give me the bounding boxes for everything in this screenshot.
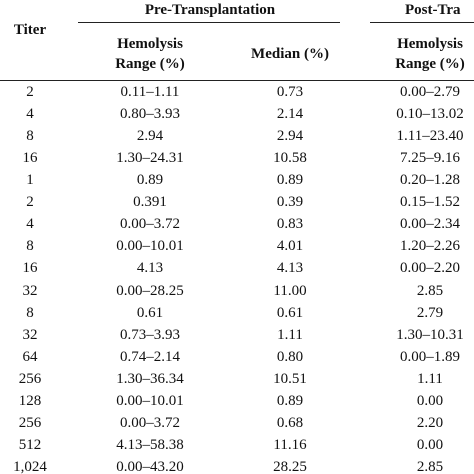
- value-cell: 1.11: [417, 370, 443, 387]
- value-cell: 1.30–36.34: [116, 370, 184, 387]
- value-cell: 2.14: [276, 106, 304, 123]
- value-cell: 0.89: [136, 172, 164, 189]
- column-header: Hemolysis Range (%): [395, 36, 465, 72]
- value-cell: 0.15–1.52: [400, 194, 460, 211]
- value-cell: 0.73–3.93: [120, 326, 180, 343]
- value-cell: 0.80–3.93: [120, 106, 180, 123]
- titer-cell: 2: [26, 194, 34, 211]
- value-cell: 0.00–10.01: [116, 392, 184, 409]
- value-cell: 0.00: [416, 436, 444, 453]
- value-cell: 0.61: [136, 304, 164, 321]
- value-cell: 2.85: [416, 459, 444, 474]
- value-cell: 4.13: [136, 260, 164, 277]
- value-cell: 0.00–1.89: [400, 348, 460, 365]
- value-cell: 0.00–3.72: [120, 216, 180, 233]
- titer-cell: 16: [22, 260, 38, 277]
- value-cell: 4.01: [276, 238, 304, 255]
- value-cell: 0.00–10.01: [116, 238, 184, 255]
- value-cell: 0.00–28.25: [116, 282, 184, 299]
- value-cell: 0.80: [276, 348, 304, 365]
- value-cell: 2.94: [276, 128, 304, 145]
- titer-cell: 1,024: [13, 459, 47, 474]
- value-cell: 0.89: [276, 172, 304, 189]
- value-cell: 2.94: [136, 128, 164, 145]
- column-header: Hemolysis Range (%): [115, 36, 185, 72]
- value-cell: 0.39: [276, 194, 304, 211]
- titer-cell: 8: [26, 238, 34, 255]
- titer-cell: 64: [22, 348, 38, 365]
- value-cell: 0.74–2.14: [120, 348, 180, 365]
- group-rule: [78, 22, 340, 23]
- titer-cell: 4: [26, 106, 34, 123]
- value-cell: 10.58: [273, 150, 307, 167]
- value-cell: 7.25–9.16: [400, 150, 460, 167]
- header-rule: [0, 80, 474, 81]
- value-cell: 2.85: [416, 282, 444, 299]
- value-cell: 0.00–3.72: [120, 414, 180, 431]
- value-cell: 10.51: [273, 370, 307, 387]
- value-cell: 0.00–2.34: [400, 216, 460, 233]
- value-cell: 1.11–23.40: [396, 128, 464, 145]
- value-cell: 1.11: [277, 326, 303, 343]
- titer-cell: 8: [26, 304, 34, 321]
- titer-header: Titer: [13, 22, 47, 38]
- titer-cell: 1: [26, 172, 34, 189]
- value-cell: 0.391: [133, 194, 167, 211]
- value-cell: 2.79: [416, 304, 444, 321]
- value-cell: 0.20–1.28: [400, 172, 460, 189]
- column-header: Median (%): [251, 46, 329, 62]
- value-cell: 0.61: [276, 304, 304, 321]
- titer-cell: 256: [18, 370, 42, 387]
- value-cell: 0.73: [276, 84, 304, 100]
- value-cell: 1.30–24.31: [116, 150, 184, 167]
- value-cell: 0.89: [276, 392, 304, 409]
- value-cell: 28.25: [273, 459, 307, 474]
- value-cell: 0.00: [416, 392, 444, 409]
- titer-cell: 512: [18, 436, 42, 453]
- titer-cell: 2: [26, 84, 34, 100]
- value-cell: 0.10–13.02: [396, 106, 464, 123]
- value-cell: 1.20–2.26: [400, 238, 460, 255]
- titer-cell: 32: [22, 282, 38, 299]
- titer-cell: 128: [18, 392, 42, 409]
- value-cell: 0.00–2.79: [400, 84, 460, 100]
- titer-cell: 32: [22, 326, 38, 343]
- value-cell: 0.00–2.20: [400, 260, 460, 277]
- value-cell: 4.13: [276, 260, 304, 277]
- value-cell: 0.68: [276, 414, 304, 431]
- value-cell: 0.83: [276, 216, 304, 233]
- titer-cell: 256: [18, 414, 42, 431]
- value-cell: 0.00–43.20: [116, 459, 184, 474]
- value-cell: 4.13–58.38: [116, 436, 184, 453]
- group-header: Pre-Transplantation: [144, 2, 276, 18]
- value-cell: 11.16: [273, 436, 307, 453]
- group-rule: [370, 22, 474, 23]
- value-cell: 11.00: [273, 282, 307, 299]
- titer-cell: 8: [26, 128, 34, 145]
- titer-cell: 4: [26, 216, 34, 233]
- titer-cell: 16: [22, 150, 38, 167]
- group-header: Post-Tra: [405, 2, 461, 18]
- value-cell: 2.20: [416, 414, 444, 431]
- value-cell: 0.11–1.11: [120, 84, 180, 100]
- value-cell: 1.30–10.31: [396, 326, 464, 343]
